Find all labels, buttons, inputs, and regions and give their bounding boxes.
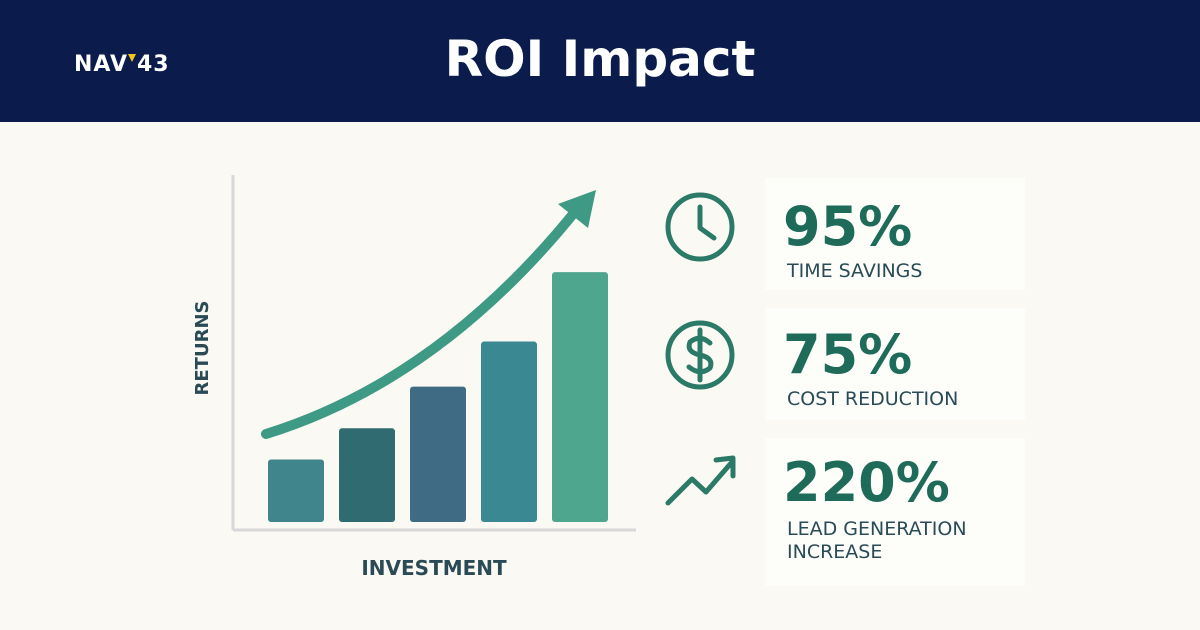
title: ROI Impact: [444, 30, 756, 88]
stat-card: [765, 438, 1025, 586]
trend-arrowhead: [713, 455, 736, 479]
bar: [339, 428, 395, 522]
clock-icon: [665, 192, 735, 262]
trend-arrow: [261, 203, 583, 439]
stat-label: COST REDUCTION: [787, 388, 959, 410]
stat-card: [765, 308, 1025, 420]
logo-mark: [127, 54, 136, 62]
logo: NAV 43: [74, 52, 170, 77]
stat-card: [765, 178, 1025, 290]
trend-arrowhead: [558, 190, 596, 228]
logo-text: NAV: [74, 52, 128, 77]
dollar-icon: [665, 320, 735, 390]
icons: [665, 192, 736, 506]
y-axis-label: RETURNS: [192, 301, 213, 396]
bar: [410, 386, 466, 522]
stat-value: 220%: [783, 451, 950, 514]
bar: [552, 272, 608, 522]
bar: [268, 459, 324, 522]
stat-value: 95%: [783, 195, 913, 258]
logo-text: 43: [136, 52, 170, 77]
dollar-sign: [686, 327, 714, 383]
stat-value: 75%: [783, 323, 913, 386]
x-axis-label: INVESTMENT: [361, 556, 507, 580]
stat-label: TIME SAVINGS: [787, 260, 923, 282]
trend-icon: [665, 459, 735, 506]
bar: [481, 341, 537, 522]
clock-hands: [697, 204, 717, 241]
stat-label: LEAD GENERATION INCREASE: [787, 518, 967, 563]
header: NAV 43 ROI Impact: [0, 0, 1200, 122]
